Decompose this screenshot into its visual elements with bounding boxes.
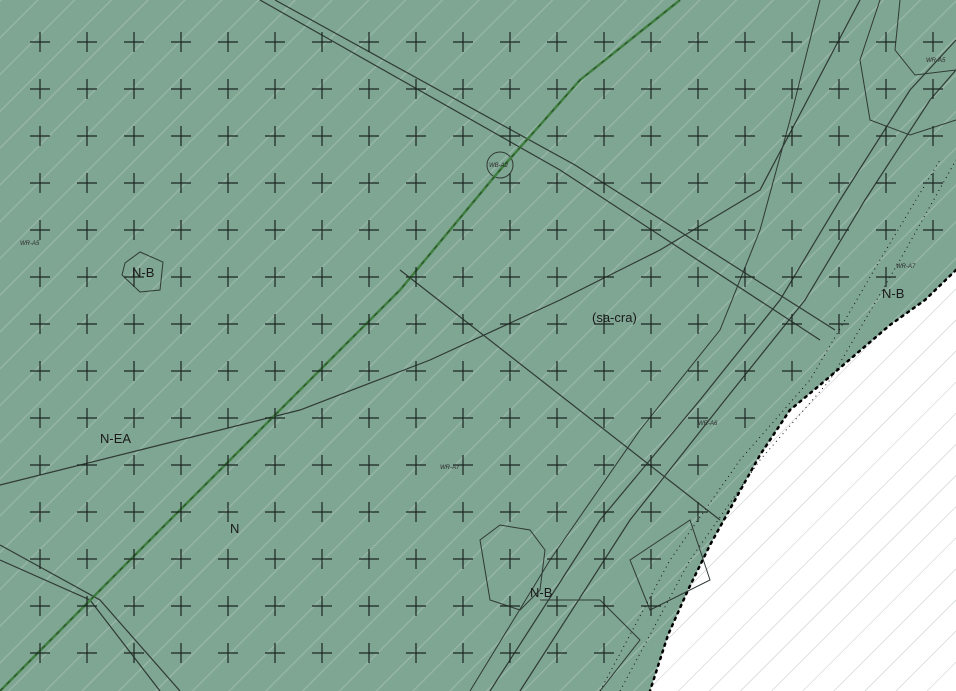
parcel-3 <box>540 599 641 691</box>
label-nb-top: N-B <box>132 265 154 280</box>
well-circle <box>486 151 514 179</box>
road-1 <box>259 0 821 341</box>
label-wr-a7-right: WR-A7 <box>896 264 916 270</box>
contour-2 <box>859 0 956 136</box>
contour-3 <box>894 0 956 76</box>
cross-grid <box>30 32 943 663</box>
road-2 <box>274 0 836 331</box>
label-wr-a5-left: WR-A5 <box>20 241 40 247</box>
label-n-ea: N-EA <box>100 431 131 446</box>
label-wb-a2: WB-A2 <box>489 163 509 169</box>
road-4 <box>0 0 861 486</box>
dotted-line-2 <box>599 159 941 691</box>
road-3 <box>399 269 721 521</box>
label-nb-right: N-B <box>882 286 904 301</box>
label-wr-a6: WR-A6 <box>698 421 718 427</box>
track-1 <box>489 39 956 691</box>
label-wr-a5-top: WR-A5 <box>926 58 946 64</box>
parcel-2 <box>629 519 711 611</box>
label-sa-cra: (sa-cra) <box>592 310 637 325</box>
nb-parcel <box>121 251 164 293</box>
railway-ties <box>0 0 681 691</box>
label-wr-a7-center: WR-A7 <box>440 465 460 471</box>
contour-1 <box>469 0 821 691</box>
label-nb-bottom: N-B <box>530 585 552 600</box>
zone-boundary-line <box>648 268 956 691</box>
label-n: N <box>230 521 239 536</box>
track-2 <box>519 69 956 691</box>
parcel-1 <box>479 524 546 611</box>
road-6 <box>0 544 181 691</box>
